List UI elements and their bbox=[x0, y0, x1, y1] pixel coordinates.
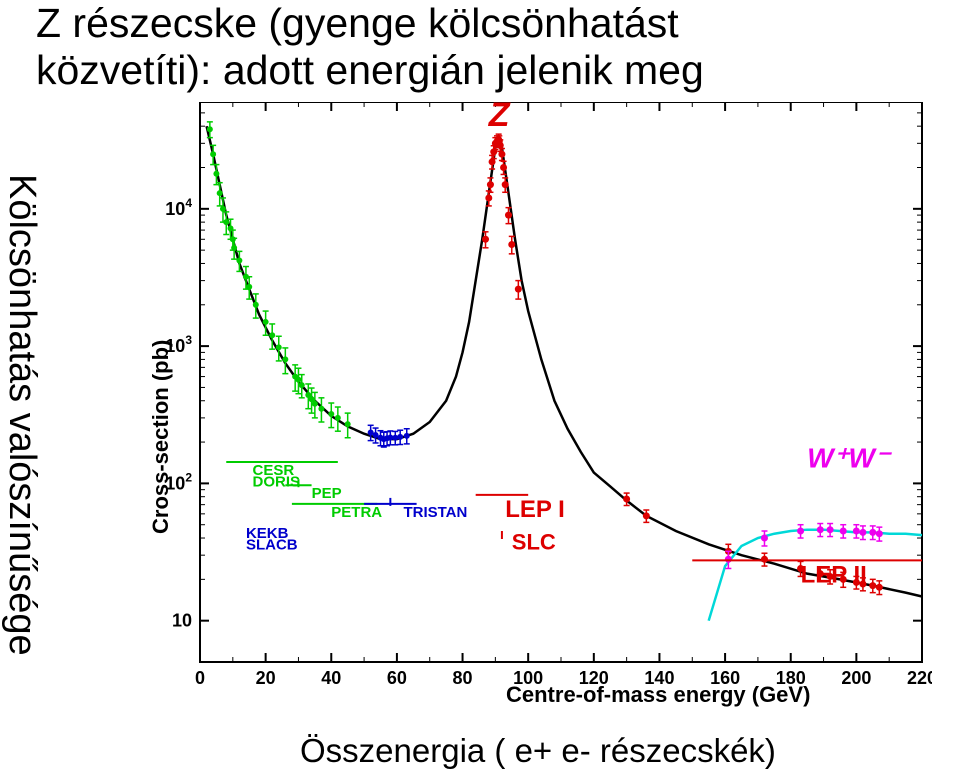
svg-text:40: 40 bbox=[321, 668, 341, 688]
svg-text:Z: Z bbox=[488, 102, 511, 134]
svg-text:LEP II: LEP II bbox=[801, 561, 867, 588]
chart-container: Cross-section (pb) 020406080100120140160… bbox=[76, 102, 932, 724]
svg-text:10: 10 bbox=[172, 611, 192, 631]
svg-text:104: 104 bbox=[165, 196, 192, 219]
svg-text:20: 20 bbox=[256, 668, 276, 688]
title-line1: Z részecske (gyenge kölcsönhatást bbox=[36, 0, 679, 46]
svg-text:80: 80 bbox=[453, 668, 473, 688]
side-label: Kölcsönhatás valószínűsége bbox=[0, 105, 43, 725]
page-title: Z részecske (gyenge kölcsönhatást közvet… bbox=[36, 0, 936, 94]
svg-text:103: 103 bbox=[165, 333, 192, 356]
svg-text:102: 102 bbox=[165, 470, 192, 493]
svg-text:DORIS: DORIS bbox=[253, 473, 301, 490]
bottom-caption: Összenergia ( e+ e- részecskék) bbox=[300, 732, 776, 770]
svg-text:LEP I: LEP I bbox=[505, 496, 565, 523]
chart-svg: 0204060801001201401601802002201010210310… bbox=[76, 102, 932, 724]
title-line2: közvetíti): adott energián jelenik meg bbox=[36, 47, 704, 93]
svg-text:SLC: SLC bbox=[512, 529, 556, 554]
svg-text:SLACB: SLACB bbox=[246, 536, 298, 553]
svg-text:200: 200 bbox=[841, 668, 871, 688]
x-axis-label: Centre-of-mass energy (GeV) bbox=[506, 682, 810, 708]
svg-text:TRISTAN: TRISTAN bbox=[403, 504, 467, 521]
svg-text:PEP: PEP bbox=[312, 485, 342, 502]
svg-text:60: 60 bbox=[387, 668, 407, 688]
svg-text:PETRA: PETRA bbox=[331, 504, 382, 521]
svg-text:0: 0 bbox=[195, 668, 205, 688]
svg-text:220: 220 bbox=[907, 668, 932, 688]
svg-text:W⁺W⁻: W⁺W⁻ bbox=[807, 443, 893, 474]
